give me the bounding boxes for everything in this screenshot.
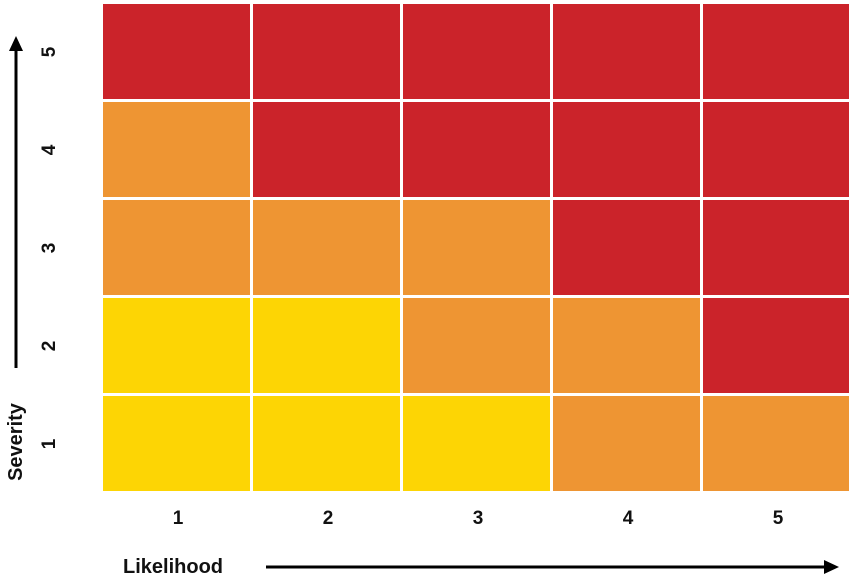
- x-tick-label: 3: [472, 508, 484, 529]
- x-tick-label: 2: [322, 508, 334, 529]
- x-axis-label: Likelihood: [123, 556, 223, 578]
- heatmap-cell-s5-l2: [253, 4, 400, 99]
- x-tick-label: 1: [172, 508, 184, 529]
- heatmap-cell-s1-l4: [553, 396, 700, 491]
- heatmap-cell-s4-l5: [703, 102, 849, 197]
- x-tick-label: 5: [772, 508, 784, 529]
- heatmap-cell-s5-l3: [403, 4, 550, 99]
- heatmap-cell-s3-l4: [553, 200, 700, 295]
- heatmap-cell-s4-l4: [553, 102, 700, 197]
- heatmap-cell-s2-l3: [403, 298, 550, 393]
- heatmap-cell-s1-l1: [103, 396, 250, 491]
- heatmap-cell-s3-l5: [703, 200, 849, 295]
- risk-matrix-grid: [103, 4, 849, 494]
- heatmap-cell-s4-l3: [403, 102, 550, 197]
- heatmap-cell-s4-l2: [253, 102, 400, 197]
- heatmap-cell-s2-l1: [103, 298, 250, 393]
- heatmap-cell-s3-l2: [253, 200, 400, 295]
- heatmap-cell-s5-l5: [703, 4, 849, 99]
- heatmap-cell-s2-l2: [253, 298, 400, 393]
- heatmap-cell-s5-l4: [553, 4, 700, 99]
- heatmap-cell-s2-l4: [553, 298, 700, 393]
- heatmap-cell-s3-l1: [103, 200, 250, 295]
- heatmap-cell-s2-l5: [703, 298, 849, 393]
- heatmap-cell-s1-l2: [253, 396, 400, 491]
- heatmap-cell-s1-l5: [703, 396, 849, 491]
- heatmap-cell-s3-l3: [403, 200, 550, 295]
- heatmap-cell-s4-l1: [103, 102, 250, 197]
- heatmap-cell-s1-l3: [403, 396, 550, 491]
- heatmap-cell-s5-l1: [103, 4, 250, 99]
- x-tick-label: 4: [622, 508, 634, 529]
